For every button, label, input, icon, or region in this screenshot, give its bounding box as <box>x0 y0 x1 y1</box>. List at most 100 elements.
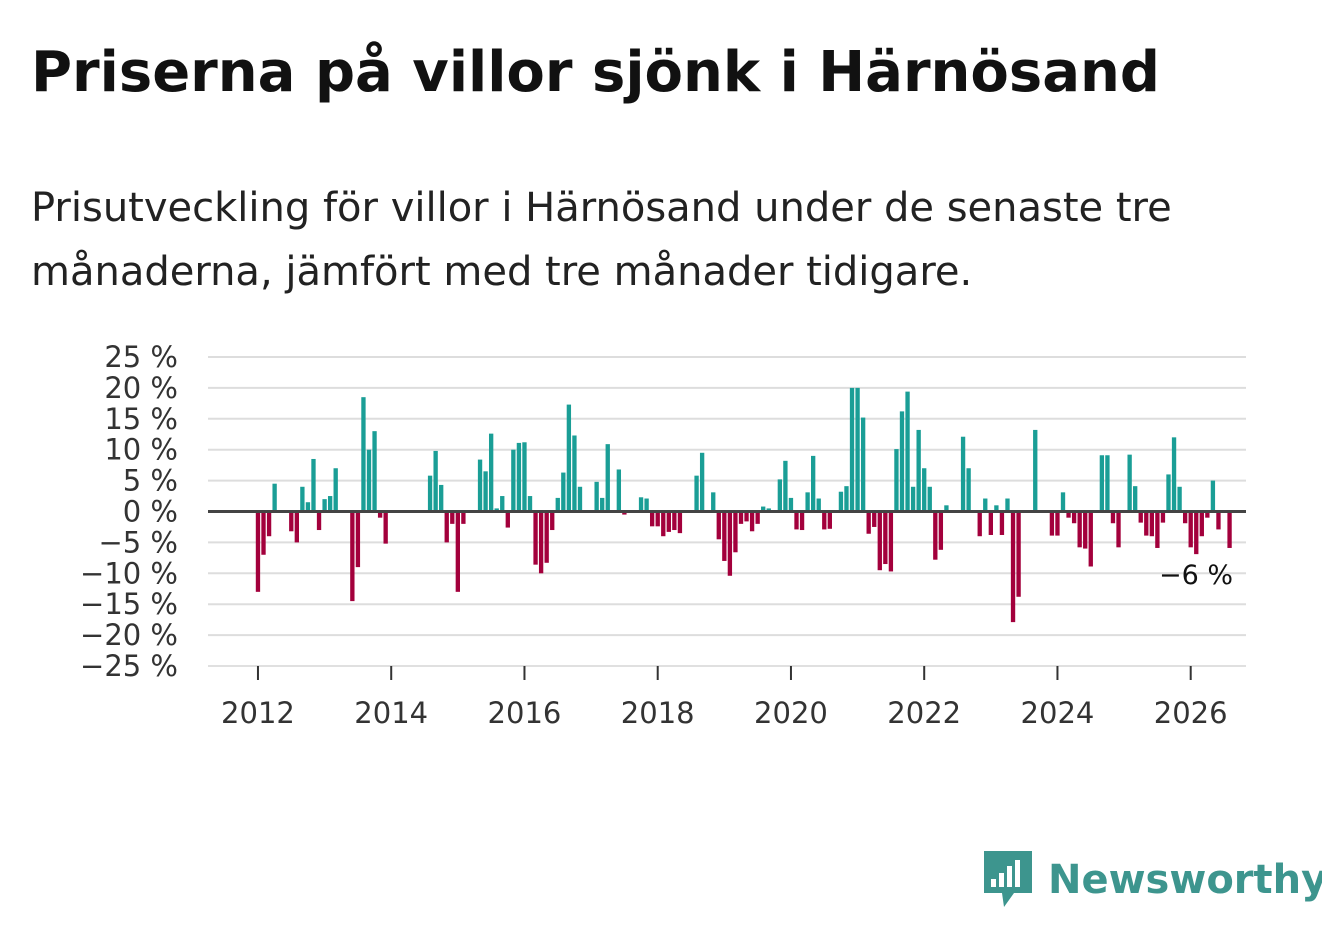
bar <box>311 458 316 512</box>
bar <box>561 472 566 512</box>
bar <box>910 486 916 512</box>
bar <box>616 469 622 512</box>
bar <box>377 511 383 518</box>
bar <box>811 455 816 512</box>
bar <box>794 511 799 530</box>
bar <box>1182 511 1188 524</box>
newsworthy-logo-text: Newsworthy <box>1048 857 1322 903</box>
y-tick-label: −5 % <box>98 525 178 559</box>
bar <box>899 411 905 512</box>
bar <box>638 497 644 512</box>
bar <box>305 502 311 512</box>
bar <box>333 468 338 512</box>
bar <box>727 511 733 576</box>
zero-line <box>208 510 1246 667</box>
bar <box>622 511 627 515</box>
bars <box>255 387 1232 623</box>
bar <box>711 492 716 512</box>
bar <box>672 511 677 531</box>
bar <box>988 511 993 535</box>
bar <box>322 499 327 512</box>
bar <box>1071 511 1077 524</box>
bar <box>1005 498 1010 512</box>
bar <box>894 449 899 512</box>
bar <box>1210 480 1216 512</box>
bar <box>538 511 544 574</box>
bar <box>1188 511 1193 548</box>
bar <box>1016 511 1021 597</box>
bar <box>1110 511 1116 524</box>
bar <box>500 496 505 512</box>
bar <box>544 511 549 563</box>
x-tick-label: 2020 <box>754 696 828 730</box>
bar <box>983 498 988 512</box>
bar <box>488 433 494 512</box>
bar <box>439 484 444 512</box>
bar <box>1127 454 1132 512</box>
y-tick-label: 25 % <box>104 340 178 374</box>
bar <box>1194 511 1199 555</box>
bar <box>822 511 827 530</box>
bar <box>1144 511 1149 536</box>
bar <box>766 508 771 512</box>
y-tick-label: 5 % <box>123 464 178 498</box>
bar <box>316 511 322 531</box>
bar <box>755 511 760 524</box>
bar <box>783 460 788 512</box>
bar <box>922 468 927 512</box>
bar <box>733 511 738 553</box>
bar <box>527 496 533 512</box>
y-axis-ticks: 25 %20 %15 %10 %5 %0 %−5 %−10 %−15 %−20 … <box>80 340 178 683</box>
bar <box>977 511 982 537</box>
bar <box>927 486 932 512</box>
bar <box>289 511 294 532</box>
y-tick-label: −20 % <box>80 618 178 652</box>
bar <box>944 505 949 512</box>
bar <box>1099 455 1105 512</box>
bar <box>905 391 910 512</box>
y-tick-label: 15 % <box>104 402 178 436</box>
bar <box>1066 511 1071 518</box>
bar <box>788 497 794 512</box>
bar <box>572 435 577 512</box>
chart-subtitle: Prisutveckling för villor i Härnösand un… <box>31 185 1172 295</box>
bar <box>594 481 599 512</box>
bar <box>261 511 266 555</box>
bar <box>883 511 888 565</box>
newsworthy-logo: Newsworthy <box>980 849 1322 911</box>
bar <box>1060 492 1066 512</box>
bar <box>994 505 999 512</box>
bar <box>444 511 449 543</box>
bar <box>799 511 805 531</box>
bar <box>694 475 699 512</box>
bar <box>433 450 438 512</box>
bar <box>866 511 871 534</box>
bar <box>722 511 727 561</box>
bar <box>938 511 944 550</box>
bar <box>849 387 855 512</box>
bar <box>522 442 527 512</box>
x-tick-label: 2014 <box>354 696 428 730</box>
bar <box>1166 474 1171 512</box>
bar <box>888 511 894 572</box>
bar <box>327 496 333 512</box>
bar <box>1033 429 1038 512</box>
x-axis-ticks: 2012 2014 2016 2018 2020 2022 2024 2026 <box>221 666 1228 730</box>
y-tick-label: −25 % <box>80 649 178 683</box>
x-tick-label: 2016 <box>488 696 562 730</box>
bar <box>272 483 277 512</box>
bar <box>1199 511 1204 537</box>
bar <box>1160 511 1166 523</box>
bar <box>1149 511 1154 537</box>
bar <box>827 511 832 529</box>
bar <box>355 511 361 568</box>
bar <box>1138 511 1143 523</box>
bar <box>666 511 671 532</box>
bar <box>699 452 705 512</box>
bar <box>1083 511 1088 549</box>
bar <box>516 442 522 512</box>
y-tick-label: 0 % <box>123 495 178 529</box>
bar <box>1227 511 1232 548</box>
bar <box>511 449 516 512</box>
bar <box>605 444 610 512</box>
